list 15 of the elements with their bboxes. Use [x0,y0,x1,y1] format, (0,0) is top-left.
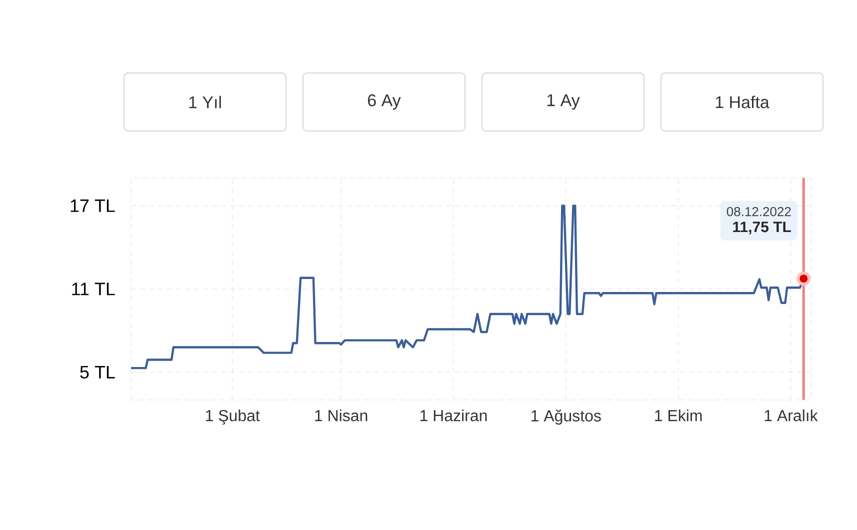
y-tick-label: 5 TL [80,366,115,379]
x-tick-label: 1 Şubat [206,410,260,424]
text: 1 Yıl [189,96,221,108]
text: 6 Ay [368,94,401,110]
x-tick-label: 1 Ekim [655,410,702,422]
y-tick-label: 17 TL [70,200,115,212]
annotation: 08.12.2022 [726,206,791,216]
text: 1 Ay [547,94,580,110]
annotation: 11,75 TL [733,222,791,234]
x-tick-label: 1 Haziran [420,410,487,422]
x-tick-label: 1 Nisan [315,410,368,422]
x-tick-label: 1 Aralık [764,410,818,422]
y-tick-label: 11 TL [72,282,115,296]
x-tick-label: 1 Ağustos [532,410,601,425]
text: 1 Hafta [716,96,770,108]
